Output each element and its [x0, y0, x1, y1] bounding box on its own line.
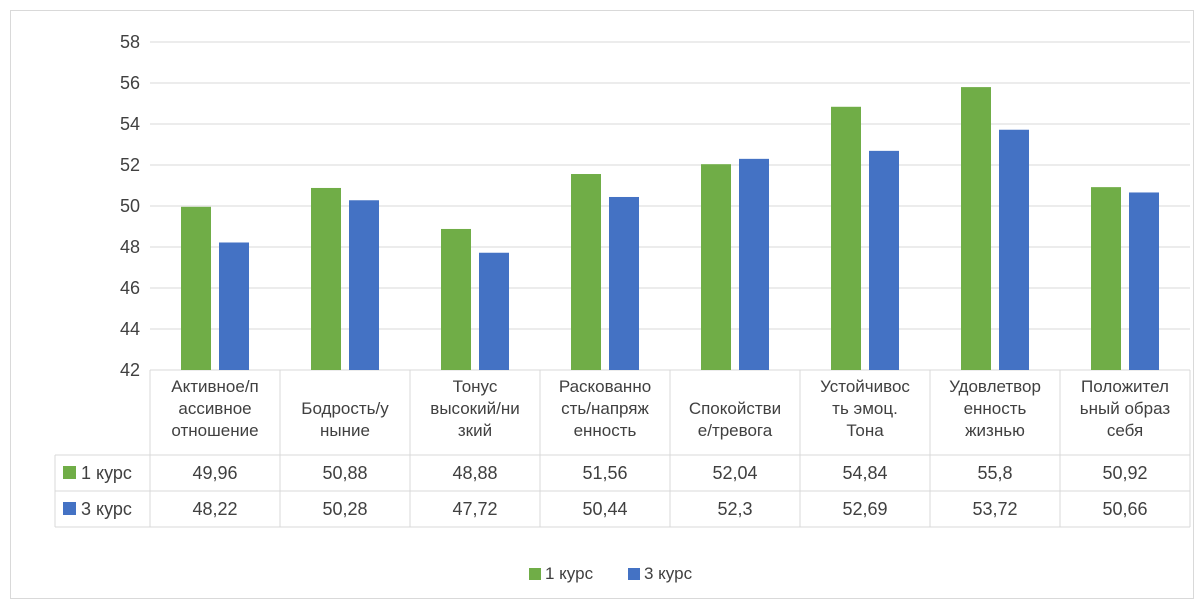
legend: 1 курс 3 курс [529, 564, 693, 583]
bars [181, 87, 1159, 370]
bar-course-3 [869, 150, 899, 370]
bar-course-3 [739, 158, 769, 370]
category-label: Устойчивос [820, 377, 910, 396]
data-value: 50,44 [582, 499, 627, 519]
legend-swatch [628, 568, 640, 580]
legend-swatch [529, 568, 541, 580]
y-tick-label: 54 [120, 114, 140, 134]
category-label: Бодрость/у [301, 399, 389, 418]
category-label: енность [964, 399, 1027, 418]
bar-course-1 [571, 174, 601, 370]
data-value: 50,66 [1102, 499, 1147, 519]
data-value: 52,04 [712, 463, 757, 483]
data-value: 48,88 [452, 463, 497, 483]
legend-key-swatch [63, 502, 76, 515]
category-label: зкий [458, 421, 492, 440]
category-label: енность [574, 421, 637, 440]
bar-course-3 [1129, 192, 1159, 370]
data-value: 52,3 [717, 499, 752, 519]
category-label: себя [1107, 421, 1143, 440]
data-value: 50,88 [322, 463, 367, 483]
bar-course-1 [441, 228, 471, 370]
data-value: 50,28 [322, 499, 367, 519]
y-axis-ticks: 42 44 46 48 50 52 54 56 58 [120, 32, 140, 380]
data-value: 49,96 [192, 463, 237, 483]
y-tick-label: 46 [120, 278, 140, 298]
category-label: Положител [1081, 377, 1169, 396]
y-tick-label: 44 [120, 319, 140, 339]
bar-course-3 [999, 129, 1029, 370]
category-label: ныние [320, 421, 370, 440]
data-value: 50,92 [1102, 463, 1147, 483]
bar-course-3 [219, 242, 249, 370]
data-value: 51,56 [582, 463, 627, 483]
bar-course-1 [1091, 187, 1121, 370]
bar-course-1 [181, 206, 211, 370]
y-tick-label: 58 [120, 32, 140, 52]
data-value: 53,72 [972, 499, 1017, 519]
category-label: отношение [171, 421, 258, 440]
category-label: Активное/п [171, 377, 259, 396]
bar-course-3 [479, 252, 509, 370]
series-row-label: 1 курс [81, 463, 132, 483]
category-label: жизнью [965, 421, 1025, 440]
legend-key-swatch [63, 466, 76, 479]
y-tick-label: 56 [120, 73, 140, 93]
chart-frame [10, 10, 1194, 599]
category-label: ть эмоц. [832, 399, 898, 418]
bar-course-1 [831, 106, 861, 370]
category-label: Тонус [453, 377, 498, 396]
category-label: Раскованно [559, 377, 651, 396]
data-table: Активное/п ассивное отношение Бодрость/у нын… [54, 370, 1191, 528]
category-label: высокий/ни [430, 399, 519, 418]
category-label: Удовлетвор [949, 377, 1041, 396]
y-tick-label: 42 [120, 360, 140, 380]
legend-label: 3 курс [644, 564, 693, 583]
y-tick-label: 48 [120, 237, 140, 257]
legend-label: 1 курс [545, 564, 594, 583]
bar-course-3 [349, 200, 379, 370]
data-value: 48,22 [192, 499, 237, 519]
category-label: сть/напряж [561, 399, 649, 418]
bar-course-1 [311, 187, 341, 370]
y-tick-label: 50 [120, 196, 140, 216]
category-label: е/тревога [698, 421, 773, 440]
data-value: 54,84 [842, 463, 887, 483]
category-label: Тона [846, 421, 884, 440]
data-value: 55,8 [977, 463, 1012, 483]
bar-course-1 [701, 164, 731, 370]
y-tick-label: 52 [120, 155, 140, 175]
category-label: ьный образ [1080, 399, 1171, 418]
category-label: Спокойстви [689, 399, 781, 418]
gridlines [150, 41, 1190, 371]
series-row-label: 3 курс [81, 499, 132, 519]
data-value: 47,72 [452, 499, 497, 519]
data-value: 52,69 [842, 499, 887, 519]
bar-course-1 [961, 87, 991, 370]
bar-course-3 [609, 196, 639, 370]
category-label: ассивное [178, 399, 251, 418]
